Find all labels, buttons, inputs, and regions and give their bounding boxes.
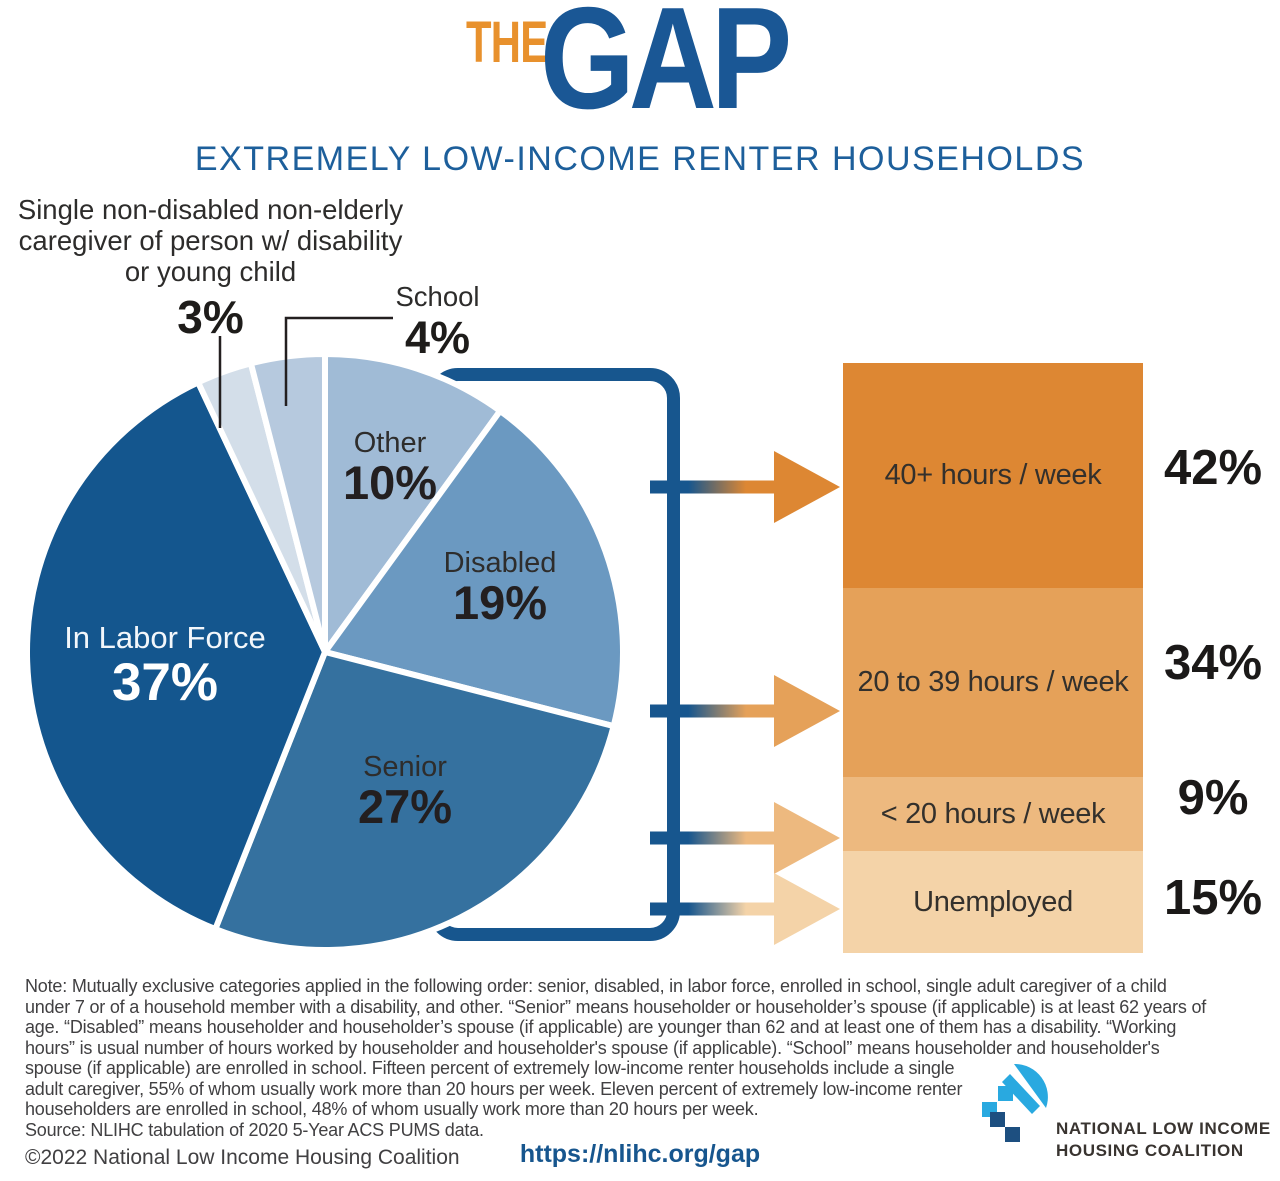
- flow-arrow-icon-2: [650, 675, 840, 748]
- nlihc-logo-line1: NATIONAL LOW INCOME: [1056, 1119, 1271, 1138]
- title-gap: GAP: [540, 0, 792, 139]
- pie-slice-disabled: [322, 407, 626, 730]
- pie-label-disabled: Disabled 19%: [415, 548, 585, 628]
- pie-label-senior: Senior 27%: [320, 752, 490, 832]
- site-url: https://nlihc.org/gap: [0, 1140, 1280, 1169]
- note-line-6: adult caregiver, 55% of whom usually wor…: [25, 1078, 963, 1099]
- pie-chart: [24, 351, 626, 953]
- bar-pct-4: 15%: [1163, 870, 1263, 925]
- bar-segment-3: < 20 hours / week: [843, 777, 1143, 852]
- hours-bar-chart: 40+ hours / week 20 to 39 hours / week < 2…: [843, 363, 1143, 953]
- note-line-5: spouse (if applicable) are enrolled in s…: [25, 1058, 955, 1078]
- caregiver-label-line1: Single non-disabled non-elderly: [17, 194, 404, 225]
- flow-arrow-icon-1: [650, 450, 840, 523]
- labor-force-label: In Labor Force: [64, 620, 266, 655]
- pie-slice-in-labor-force: [24, 379, 328, 933]
- disabled-value: 19%: [452, 576, 548, 630]
- senior-label: Senior: [363, 751, 447, 783]
- gap-report-link[interactable]: https://nlihc.org/gap: [519, 1140, 761, 1168]
- flow-arrow-icon-3: [650, 801, 840, 874]
- pie-label-labor-force: In Labor Force 37%: [50, 620, 280, 712]
- note-text: Note: Mutually exclusive categories appl…: [25, 976, 1275, 1140]
- school-label: School: [395, 281, 480, 312]
- nlihc-logo-icon: [982, 1063, 1048, 1142]
- bar-segment-1: 40+ hours / week: [843, 363, 1143, 589]
- disabled-label: Disabled: [443, 547, 557, 579]
- pie-label-caregiver: Single non-disabled non-elderly caregive…: [8, 194, 413, 287]
- other-value: 10%: [342, 456, 438, 510]
- note-line-4: hours” is usual number of hours worked b…: [25, 1037, 1160, 1058]
- bar-segment-label: 20 to 39 hours / week: [857, 666, 1129, 699]
- labor-force-value: 37%: [111, 652, 219, 712]
- bar-pct-3: 9%: [1177, 770, 1249, 825]
- bar-segment-label: Unemployed: [913, 885, 1073, 918]
- bar-segment-2: 20 to 39 hours / week: [843, 588, 1143, 778]
- caregiver-label-line3: or young child: [124, 256, 297, 287]
- senior-value: 27%: [357, 780, 453, 834]
- nlihc-logo-line2: HOUSING COALITION: [1056, 1141, 1244, 1160]
- page-subtitle: EXTREMELY LOW-INCOME RENTER HOUSEHOLDS: [194, 140, 1086, 178]
- hours-pct-column: 42% 34% 9% 15%: [1148, 363, 1278, 953]
- source-line: Source: NLIHC tabulation of 2020 5-Year …: [25, 1119, 484, 1140]
- nlihc-logo-text: NATIONAL LOW INCOME HOUSING COALITION: [1056, 1118, 1271, 1162]
- bar-pct-1: 42%: [1163, 440, 1263, 495]
- bar-pct-2: 34%: [1163, 635, 1263, 690]
- caregiver-label-line2: caregiver of person w/ disability: [18, 225, 403, 256]
- pie-value-school: 4%: [404, 312, 471, 363]
- pie-label-other: Other 10%: [320, 428, 460, 508]
- bar-segment-label: 40+ hours / week: [884, 459, 1102, 492]
- pie-label-school: School 4%: [380, 281, 495, 360]
- copyright-text: ©2022 National Low Income Housing Coalit…: [25, 1146, 460, 1169]
- note-line-2: under 7 or of a household member with a …: [25, 996, 1207, 1017]
- note-line-1: Note: Mutually exclusive categories appl…: [25, 976, 1167, 996]
- note-line-7: householders are enrolled in school, 48%…: [25, 1099, 759, 1119]
- note-line-3: age. “Disabled” means householder and ho…: [25, 1017, 1177, 1037]
- flow-arrow-icon-4: [650, 872, 840, 945]
- bar-segment-4: Unemployed: [843, 851, 1143, 953]
- pie-slice-senior: [212, 649, 617, 953]
- bar-segment-label: < 20 hours / week: [880, 797, 1106, 830]
- other-label: Other: [353, 427, 427, 459]
- title-the: THE: [466, 10, 548, 75]
- pie-value-caregiver: 3%: [177, 291, 244, 343]
